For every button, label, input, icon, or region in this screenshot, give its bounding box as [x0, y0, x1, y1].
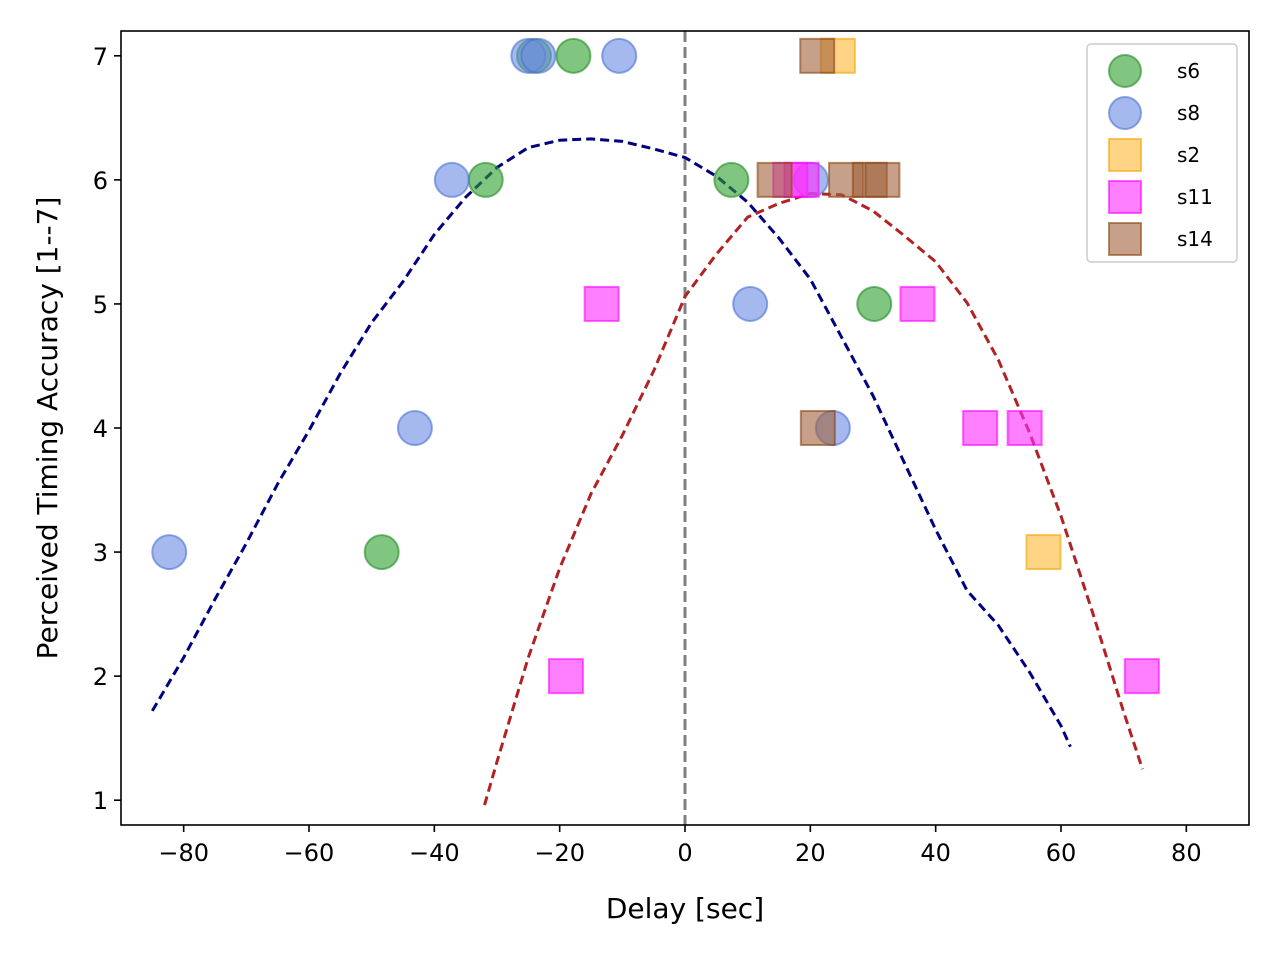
point-s14-5: [799, 410, 836, 446]
point-s8-0: [151, 534, 188, 571]
point-s6-5: [856, 285, 893, 322]
legend-label-s6: s6: [1177, 59, 1200, 83]
x-tick-label: −80: [158, 839, 209, 867]
legend-marker-s14: [1108, 222, 1142, 256]
y-tick-label: 3: [93, 539, 108, 567]
point-s14-0: [799, 37, 836, 74]
x-tick-label: 60: [1046, 839, 1077, 867]
legend-marker-s6: [1108, 54, 1142, 88]
x-tick-label: −60: [284, 839, 335, 867]
point-s11-5: [962, 410, 999, 446]
point-s11-6: [1006, 410, 1043, 446]
x-tick-label: −40: [409, 839, 460, 867]
legend-label-s14: s14: [1177, 227, 1213, 251]
legend-label-s11: s11: [1177, 185, 1213, 209]
point-s8-1: [396, 410, 433, 446]
x-tick-label: −20: [534, 839, 585, 867]
fit-negative-delay-curve: [151, 137, 1072, 748]
y-tick-label: 6: [93, 167, 108, 195]
y-tick-label: 7: [93, 43, 108, 71]
point-s6-2: [555, 37, 592, 74]
data-points: [151, 37, 1160, 695]
x-axis-label: Delay [sec]: [606, 892, 764, 925]
point-s6-1: [467, 161, 504, 198]
point-s14-4: [864, 161, 901, 198]
point-s11-1: [583, 285, 620, 322]
x-tick-label: 80: [1171, 839, 1202, 867]
y-tick-label: 4: [93, 415, 108, 443]
point-s11-0: [547, 658, 584, 695]
legend-marker-s2: [1108, 138, 1142, 172]
x-tick-label: 0: [677, 839, 692, 867]
point-s2-1: [1025, 534, 1062, 571]
legend-marker-s8: [1108, 96, 1142, 130]
axes: −80 −60 −40 −20 0 20 40 60 80 1 2 3 4 5 6 7: [93, 30, 1250, 867]
legend-label-s8: s8: [1177, 101, 1200, 125]
y-axis-label: Perceived Timing Accuracy [1--7]: [31, 197, 64, 660]
point-s6-0: [363, 534, 400, 571]
x-tick-label: 20: [795, 839, 826, 867]
legend: s6 s8 s2 s11 s14: [1086, 43, 1238, 263]
y-tick-label: 2: [93, 663, 108, 691]
point-s11-4: [899, 285, 936, 322]
point-s14-1: [756, 161, 793, 198]
x-tick-label: 40: [920, 839, 951, 867]
y-tick-label: 5: [93, 291, 108, 319]
point-s11-7: [1123, 658, 1160, 695]
y-tick-label: 1: [93, 787, 108, 815]
point-s8-4: [520, 37, 557, 74]
point-s8-2: [433, 161, 470, 198]
point-s8-6: [732, 285, 769, 322]
point-s8-5: [601, 37, 638, 74]
legend-label-s2: s2: [1177, 143, 1200, 167]
point-s6-4: [713, 161, 750, 198]
legend-marker-s11: [1108, 180, 1142, 214]
